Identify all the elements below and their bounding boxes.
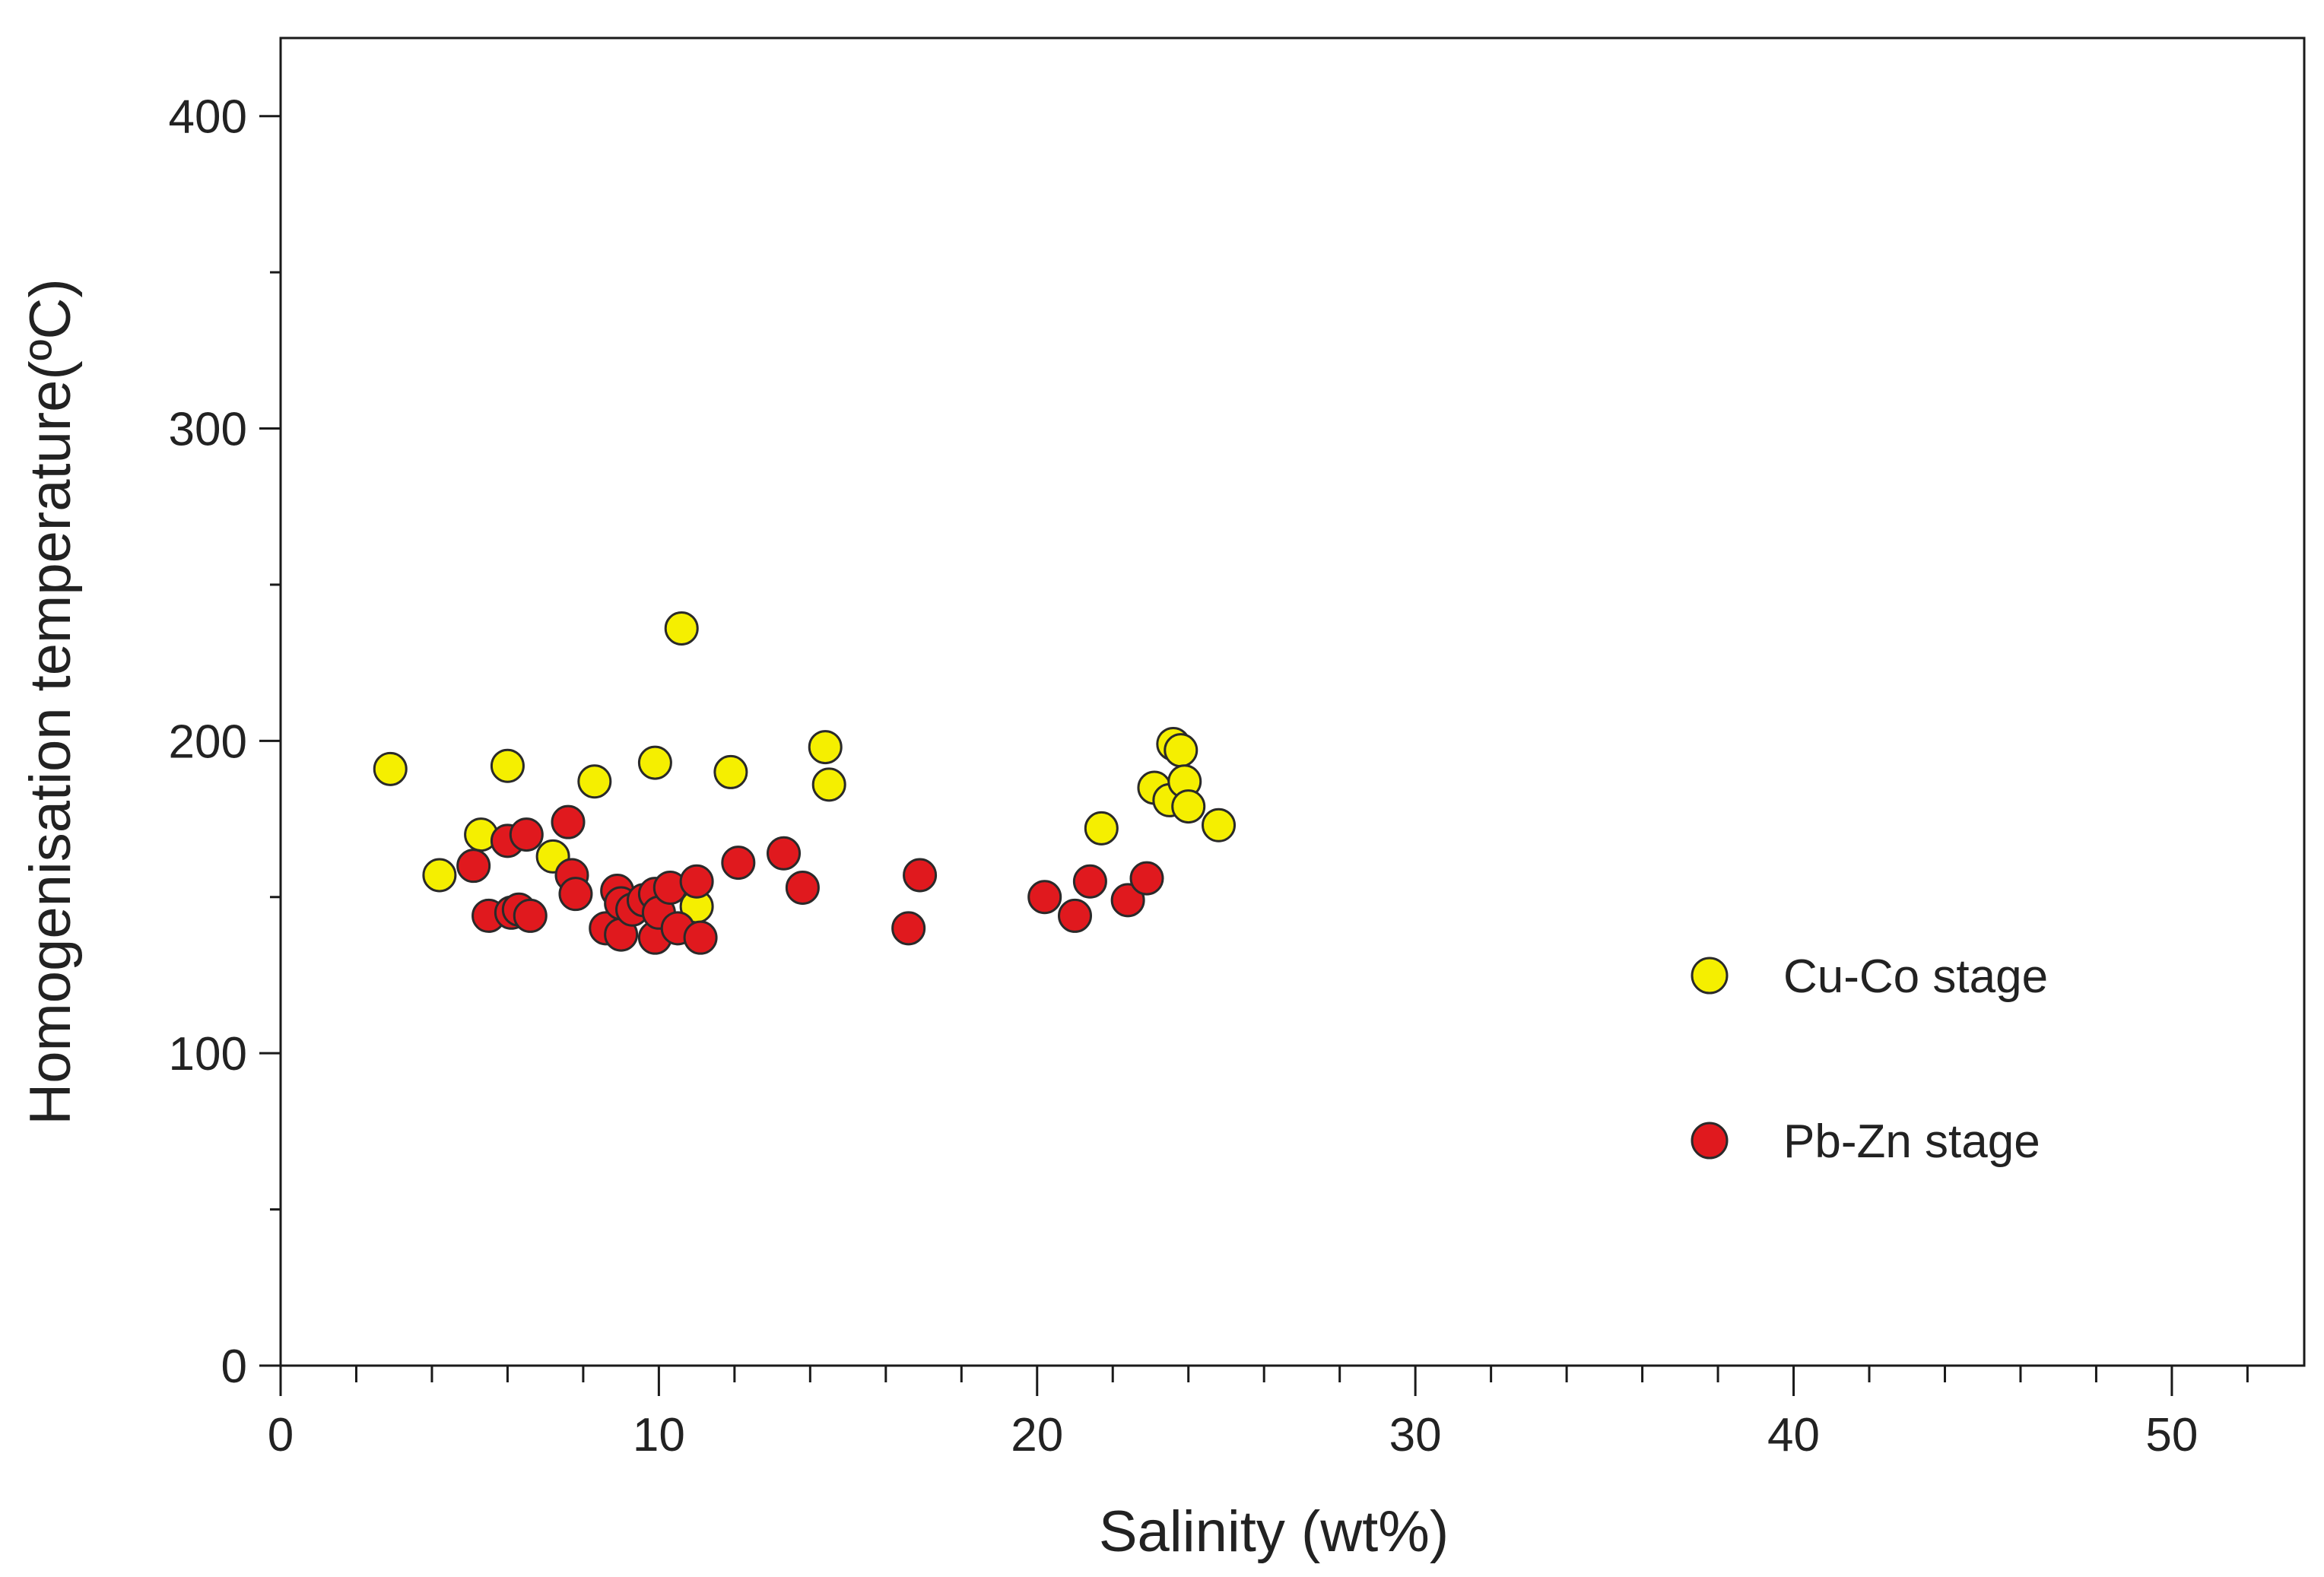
point-pb-zn-stage [679, 864, 714, 899]
y-tick-label: 300 [169, 404, 247, 456]
point-pb-zn-stage [1072, 864, 1107, 899]
point-cu-co-stage [713, 754, 748, 789]
y-tick-label: 100 [169, 1028, 247, 1080]
legend-label-cu-co-stage: Cu-Co stage [1783, 950, 2048, 1003]
point-cu-co-stage [1164, 733, 1199, 768]
point-pb-zn-stage [509, 817, 544, 852]
point-cu-co-stage [808, 730, 843, 765]
point-cu-co-stage [490, 748, 525, 783]
y-axis-label: Homogenisation temperature(ºC) [18, 278, 83, 1125]
point-cu-co-stage [373, 751, 408, 786]
plot-frame [279, 36, 2306, 1367]
point-pb-zn-stage [721, 846, 756, 881]
point-pb-zn-stage [767, 836, 802, 871]
x-tick-label: 40 [1767, 1409, 1820, 1461]
x-tick-label: 0 [268, 1409, 294, 1461]
point-pb-zn-stage [785, 870, 820, 905]
legend: Cu-Co stage Pb-Zn stage [1691, 950, 2048, 1168]
x-tick-label: 10 [633, 1409, 685, 1461]
legend-marker-pb-zn-stage [1691, 1122, 1729, 1160]
point-pb-zn-stage [1027, 880, 1062, 915]
x-axis-label: Salinity (wt%) [1099, 1499, 1449, 1564]
point-cu-co-stage [577, 764, 612, 799]
x-tick-label: 20 [1011, 1409, 1063, 1461]
point-pb-zn-stage [903, 858, 938, 893]
y-tick-label: 200 [169, 716, 247, 768]
y-tick-label: 400 [169, 91, 247, 144]
point-cu-co-stage [1171, 789, 1206, 824]
y-axis: 0 100 200 300 400 [169, 91, 281, 1393]
point-pb-zn-stage [513, 898, 548, 933]
x-tick-label: 30 [1389, 1409, 1442, 1461]
point-pb-zn-stage [1129, 861, 1164, 896]
point-pb-zn-stage [551, 804, 586, 839]
point-cu-co-stage [637, 745, 672, 780]
point-cu-co-stage [664, 611, 699, 646]
x-tick-label: 50 [2145, 1409, 2198, 1461]
y-tick-label: 0 [221, 1341, 247, 1393]
x-axis: 0 10 20 30 40 50 [268, 1366, 2249, 1461]
point-cu-co-stage [1084, 811, 1119, 846]
point-cu-co-stage [811, 767, 846, 802]
point-cu-co-stage [1202, 808, 1237, 842]
point-cu-co-stage [422, 858, 457, 893]
point-pb-zn-stage [891, 911, 926, 946]
legend-marker-cu-co-stage [1691, 957, 1729, 995]
point-pb-zn-stage [456, 849, 491, 884]
point-pb-zn-stage [558, 877, 593, 912]
point-pb-zn-stage [1058, 898, 1093, 933]
point-pb-zn-stage [1110, 883, 1145, 918]
point-pb-zn-stage [683, 920, 718, 955]
data-points [373, 611, 1237, 955]
legend-label-pb-zn-stage: Pb-Zn stage [1783, 1115, 2040, 1168]
